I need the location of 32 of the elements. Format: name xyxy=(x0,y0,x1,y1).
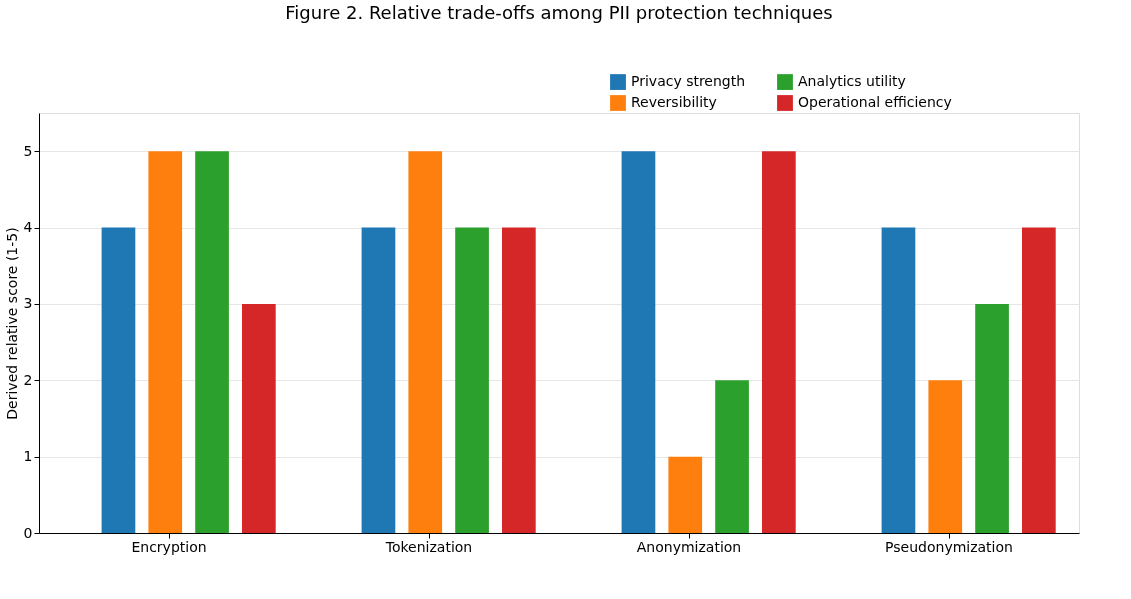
y-tick-label: 0 xyxy=(23,524,33,541)
bar xyxy=(408,151,443,533)
x-tick-label: Pseudonymization xyxy=(885,538,1013,555)
x-tick-label: Tokenization xyxy=(384,538,473,555)
legend-label: Analytics utility xyxy=(798,73,906,90)
y-tick-label: 3 xyxy=(23,295,33,312)
y-tick-label: 4 xyxy=(23,219,33,236)
bar xyxy=(361,227,396,533)
bar xyxy=(455,227,489,533)
bar xyxy=(502,227,536,533)
y-axis-title: Derived relative score (1-5) xyxy=(3,227,20,420)
bar xyxy=(668,456,703,533)
bar xyxy=(762,151,796,533)
bar xyxy=(242,303,276,533)
legend-label: Reversibility xyxy=(631,94,717,110)
bar xyxy=(715,380,749,533)
y-tick-label: 1 xyxy=(23,448,33,465)
x-tick-label: Encryption xyxy=(131,538,207,555)
bar xyxy=(621,151,656,533)
x-tick-label: Anonymization xyxy=(636,538,742,555)
bar xyxy=(1022,227,1056,533)
bar xyxy=(101,227,136,533)
y-tick-label: 2 xyxy=(23,371,33,388)
legend-label: Operational efficiency xyxy=(798,94,952,110)
bar xyxy=(881,227,916,533)
y-tick-label: 5 xyxy=(23,142,33,159)
legend-label: Privacy strength xyxy=(631,73,746,90)
bar xyxy=(975,303,1009,533)
chart-title: Figure 2. Relative trade-offs among PII protection techniques xyxy=(285,2,833,23)
bar xyxy=(195,151,229,533)
bar xyxy=(928,380,963,533)
bar xyxy=(148,151,183,533)
